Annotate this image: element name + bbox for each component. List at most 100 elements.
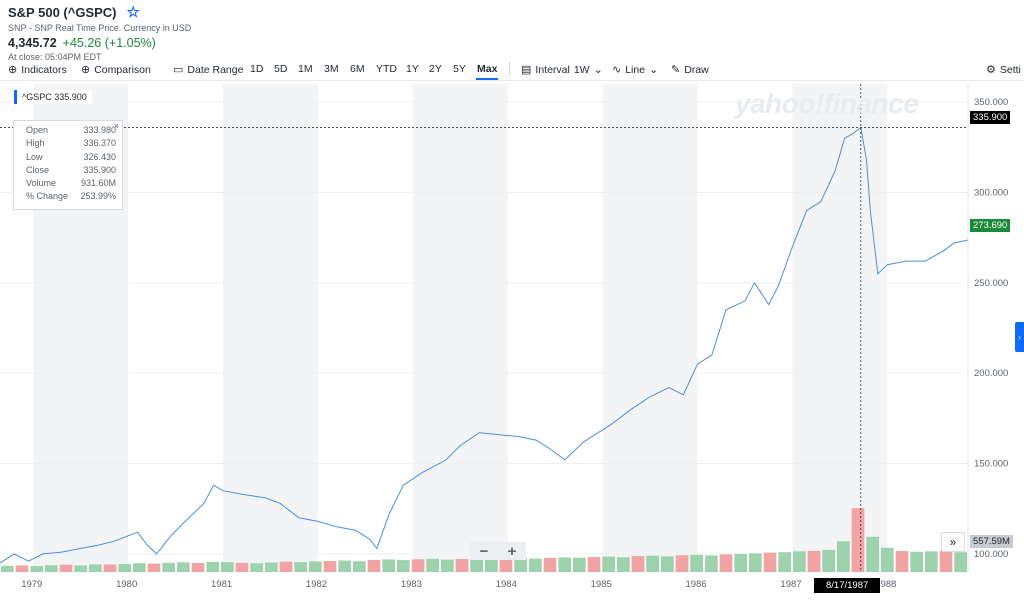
tooltip-label: % Change [26, 191, 69, 202]
date-range-button[interactable]: ▭ Date Range [173, 63, 243, 77]
calendar-icon: ▭ [173, 64, 184, 76]
volume-bar [910, 551, 923, 572]
volume-bar [661, 556, 674, 572]
range-5y[interactable]: 5Y [453, 63, 466, 75]
volume-bar [573, 557, 586, 572]
range-6m[interactable]: 6M [350, 63, 365, 75]
range-max[interactable]: Max [475, 63, 499, 80]
indicators-button[interactable]: ⊕ Indicators [8, 63, 67, 77]
volume-bar [221, 562, 234, 572]
volume-bar [485, 558, 498, 572]
crosshair-price-tag: 335.900 [970, 111, 1011, 124]
settings-label: Setti [999, 63, 1021, 76]
zoom-in-button[interactable]: + [498, 542, 526, 560]
interval-value: 1W [573, 63, 590, 76]
volume-bar [265, 562, 278, 572]
year-band [602, 84, 698, 572]
chart-type-label: Line [625, 63, 646, 76]
volume-bar [191, 562, 205, 572]
tooltip-value: 326.430 [83, 151, 116, 162]
volume-bar [118, 564, 131, 572]
volume-bar [851, 508, 865, 572]
volume-bar [15, 565, 29, 572]
volume-bar [602, 556, 615, 572]
volume-bar [338, 560, 351, 572]
x-tick-label: 1980 [116, 579, 137, 590]
line-chart-icon: ∿ [612, 64, 622, 76]
volume-bar [103, 564, 117, 572]
volume-bar [250, 563, 263, 572]
y-tick-label: 150.000 [974, 459, 1008, 470]
settings-button[interactable]: ⚙ Setti [986, 63, 1021, 77]
year-band [223, 84, 318, 572]
volume-bar [822, 550, 835, 572]
volume-bar [881, 547, 894, 572]
volume-bar [763, 552, 777, 572]
volume-bar [514, 558, 527, 572]
year-bands [33, 84, 888, 572]
x-tick-label: 1987 [780, 579, 801, 590]
interval-dropdown[interactable]: ▤ Interval 1W ⌄ [521, 63, 603, 77]
tooltip-row: Open 333.980 [26, 124, 116, 137]
quote-header: S&P 500 (^GSPC) ☆ SNP - SNP Real Time Pr… [8, 3, 191, 62]
current-price: 4,345.72 [8, 36, 57, 50]
volume-bar [1, 565, 14, 572]
x-tick-label: 1984 [496, 579, 517, 590]
comparison-button[interactable]: ⊕ Comparison [81, 63, 151, 77]
x-tick-label: 1979 [21, 579, 42, 590]
yahoo-finance-watermark: yahoo!finance [735, 88, 919, 119]
range-2y[interactable]: 2Y [429, 63, 442, 75]
volume-bar [617, 557, 630, 572]
chevron-right-icon[interactable]: › [1015, 322, 1024, 352]
tooltip-label: High [26, 138, 45, 149]
volume-bar [719, 554, 733, 572]
range-ytd[interactable]: YTD [376, 63, 397, 75]
tooltip-row: Close 335.900 [26, 164, 116, 177]
zoom-out-button[interactable]: − [470, 542, 498, 560]
indicators-label: Indicators [21, 63, 67, 76]
crosshair-date-tag: 8/17/1987 [814, 578, 881, 593]
volume-bar [353, 561, 366, 572]
star-icon[interactable]: ☆ [126, 4, 140, 21]
volume-bar [837, 541, 850, 572]
expand-button[interactable]: » [941, 532, 965, 552]
chevron-down-icon: ⌄ [593, 64, 603, 76]
x-axis: 1979 1980 1981 1982 1983 1984 1985 1986 1987 1988 [21, 579, 896, 590]
volume-bar [382, 559, 395, 572]
x-tick-label: 1981 [211, 579, 232, 590]
close-icon[interactable]: × [113, 121, 119, 131]
volume-bar [631, 556, 645, 572]
tooltip-label: Low [26, 151, 43, 162]
range-1d[interactable]: 1D [250, 63, 264, 75]
range-1y[interactable]: 1Y [406, 63, 419, 75]
tooltip-value: 253.99% [80, 191, 116, 202]
volume-bar [323, 561, 337, 572]
volume-bar [895, 551, 909, 572]
draw-label: Draw [684, 63, 709, 76]
volume-bar [309, 561, 322, 572]
volume-bar [954, 552, 967, 572]
pencil-icon: ✎ [671, 64, 681, 76]
quote-subtitle: SNP - SNP Real Time Price. Currency in U… [8, 23, 192, 33]
tooltip-row: % Change 253.99% [26, 190, 116, 203]
volume-bar [793, 551, 806, 572]
chevron-down-icon: ⌄ [649, 64, 659, 76]
tooltip-row: Low 326.430 [26, 151, 116, 164]
range-5d[interactable]: 5D [274, 63, 288, 75]
plus-circle-icon: ⊕ [81, 64, 91, 76]
draw-button[interactable]: ✎ Draw [671, 63, 709, 77]
range-3m[interactable]: 3M [324, 63, 339, 75]
price-row: 4,345.72 +45.26 (+1.05%) [8, 36, 191, 50]
volume-bar [499, 559, 513, 572]
volume-bar [426, 558, 439, 572]
volume-bar [147, 563, 161, 572]
volume-bar [529, 558, 542, 572]
volume-bar [646, 555, 659, 572]
chart-type-dropdown[interactable]: ∿ Line ⌄ [612, 63, 659, 77]
volume-bar [89, 564, 102, 572]
range-1m[interactable]: 1M [298, 63, 313, 75]
volume-bar [675, 555, 689, 572]
volume-bar [807, 550, 821, 572]
tooltip-row: High 336.370 [26, 137, 116, 150]
